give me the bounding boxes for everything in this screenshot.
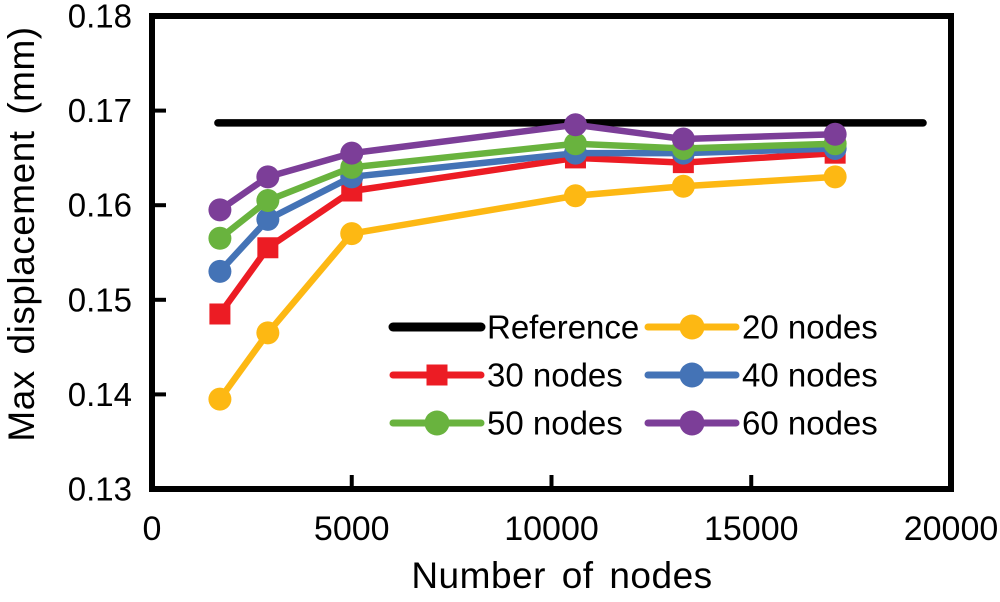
plot-area-border [149, 13, 954, 492]
legend-item-60-nodes: 60 nodes [644, 405, 878, 442]
x-tick-label: 10000 [504, 510, 599, 548]
legend-label-40-nodes: 40 nodes [742, 357, 878, 394]
series-line-40-nodes [216, 145, 839, 275]
legend-item-30-nodes: 30 nodes [389, 357, 623, 394]
series-marker-50-nodes [256, 188, 280, 212]
series-marker-60-nodes [340, 141, 364, 165]
series-marker-40-nodes [256, 207, 280, 231]
series-marker-20-nodes [823, 165, 847, 189]
y-tick-label: 0.18 [68, 0, 132, 35]
series-marker-20-nodes [671, 174, 695, 198]
series-marker-60-nodes [823, 122, 847, 146]
y-tick-label: 0.13 [68, 471, 132, 508]
y-tick-label: 0.14 [68, 376, 132, 413]
legend-marker-20-nodes [679, 314, 705, 340]
series-marker-20-nodes [340, 222, 364, 246]
legend-label-60-nodes: 60 nodes [742, 405, 878, 442]
x-tick-label: 20000 [904, 510, 999, 548]
series-marker-60-nodes [563, 113, 587, 137]
x-axis-title: Number of nodes [411, 555, 712, 596]
y-tick-label: 0.16 [68, 187, 132, 224]
series-marker-20-nodes [208, 387, 232, 411]
x-tick-label: 5000 [314, 510, 390, 548]
axis-tick-labels: 0.13 0.14 0.15 0.16 0.17 0.18 0 5000 10000 15000 2… [68, 0, 999, 548]
legend-marker-60-nodes [679, 410, 705, 436]
series-line-30-nodes [216, 149, 839, 318]
series-marker-30-nodes [209, 303, 231, 325]
legend-label-20-nodes: 20 nodes [742, 309, 878, 346]
axis-ticks [155, 108, 754, 486]
legend-item-20-nodes: 20 nodes [644, 309, 878, 346]
legend-marker-40-nodes [679, 362, 705, 388]
series-marker-60-nodes [671, 127, 695, 151]
series-marker-20-nodes [563, 184, 587, 208]
x-tick-label: 15000 [704, 510, 799, 548]
series-marker-60-nodes [256, 165, 280, 189]
y-tick-label: 0.17 [68, 92, 132, 129]
legend-label-50-nodes: 50 nodes [487, 405, 623, 442]
series-marker-60-nodes [208, 198, 232, 222]
legend-label-30-nodes: 30 nodes [487, 357, 623, 394]
series-marker-20-nodes [256, 321, 280, 345]
plot-border [149, 13, 954, 492]
series-group [208, 113, 847, 411]
y-tick-label: 0.15 [68, 281, 132, 318]
series-marker-50-nodes [208, 226, 232, 250]
x-tick-label: 0 [143, 510, 162, 548]
legend-marker-50-nodes [424, 410, 450, 436]
legend-item-50-nodes: 50 nodes [389, 405, 623, 442]
series-marker-40-nodes [208, 259, 232, 283]
legend-item-reference: Reference [388, 309, 639, 346]
legend-marker-30-nodes [426, 364, 448, 386]
legend-item-40-nodes: 40 nodes [644, 357, 878, 394]
series-line-20-nodes [216, 173, 839, 403]
series-marker-30-nodes [257, 237, 279, 259]
series-marker-50-nodes [563, 132, 587, 156]
legend-label-reference: Reference [487, 309, 639, 346]
legend: Reference 30 nodes 50 nodes 20 nodes 40 node… [388, 309, 878, 442]
y-axis-title: Max displacement (mm) [1, 26, 42, 441]
